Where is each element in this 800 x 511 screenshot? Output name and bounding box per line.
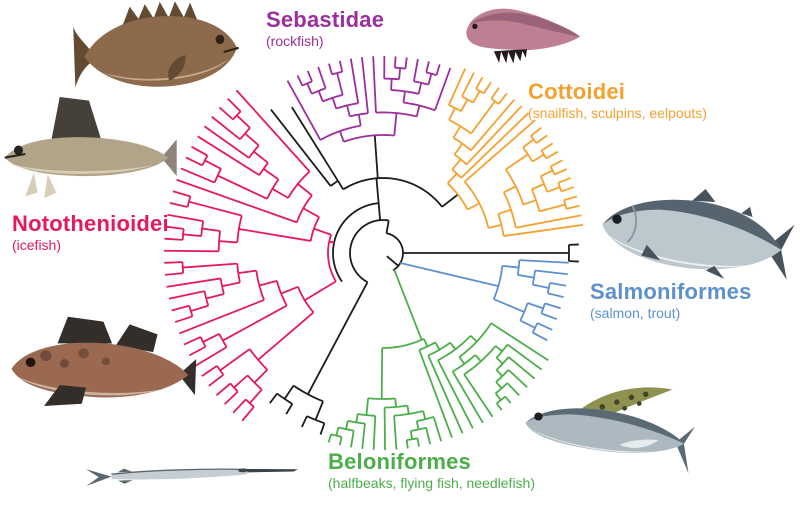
dragonfish-image (11, 316, 197, 407)
clade-cottoidei (446, 68, 584, 237)
clade-subtitle: (icefish) (12, 237, 62, 254)
label-salmoniformes: Salmoniformes (salmon, trout) (590, 280, 752, 321)
clade-salmoniformes (492, 259, 569, 342)
clade-title: Salmoniformes (590, 279, 752, 304)
snailfish-image (466, 8, 580, 64)
clade-title: Sebastidae (266, 7, 385, 32)
clade-subtitle: (halfbeaks, flying fish, needlefish) (328, 475, 535, 492)
needlefish-image (85, 468, 298, 486)
icefish-image (4, 96, 177, 199)
clade-notothenioidei (164, 89, 337, 422)
clade-sebastidae (286, 55, 452, 143)
clade-subtitle: (salmon, trout) (590, 305, 681, 322)
rockfish-image (73, 1, 239, 88)
label-notothenioidei: Notothenioidei (icefish) (12, 212, 169, 253)
clade-beloniformes (327, 322, 549, 450)
label-sebastidae: Sebastidae (rockfish) (266, 8, 384, 49)
tree-backbone (269, 106, 579, 435)
clade-subtitle: (rockfish) (266, 33, 324, 50)
salmon-image (602, 189, 795, 280)
flyingfish-image (525, 387, 696, 474)
clade-title: Beloniformes (328, 449, 471, 474)
clade-title: Notothenioidei (12, 211, 169, 236)
clade-title: Cottoidei (528, 79, 626, 104)
label-beloniformes: Beloniformes (halfbeaks, flying fish, ne… (328, 450, 535, 491)
clade-subtitle: (snailfish, sculpins, eelpouts) (528, 105, 707, 122)
label-cottoidei: Cottoidei (snailfish, sculpins, eelpouts… (528, 80, 707, 121)
